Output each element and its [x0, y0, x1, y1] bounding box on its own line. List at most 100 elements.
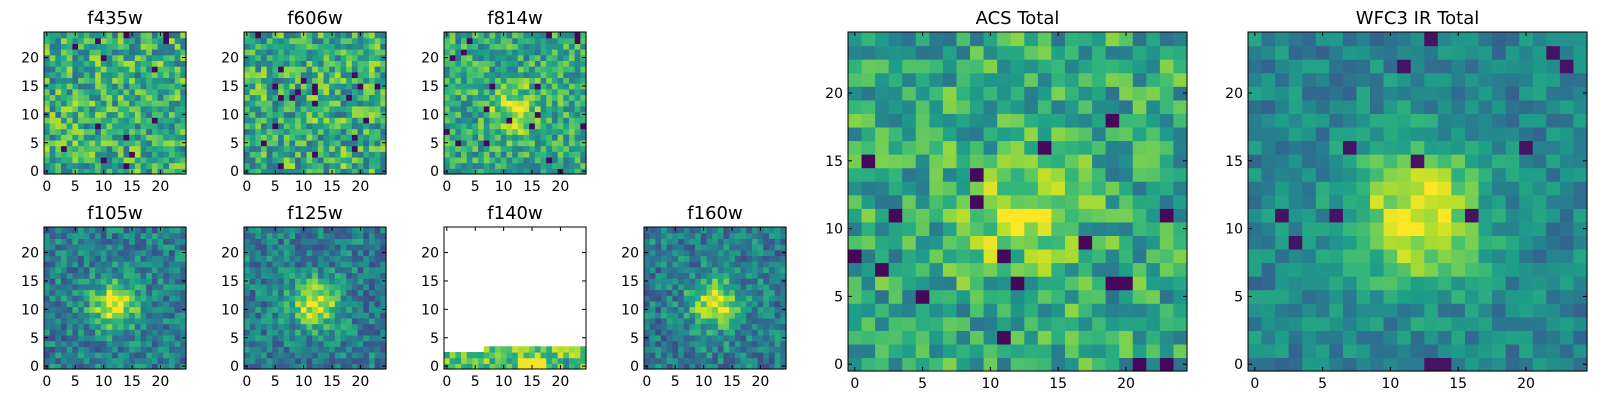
- heatmap-cell: [380, 323, 387, 330]
- heatmap-cell: [746, 323, 753, 330]
- heatmap-cell: [266, 278, 273, 285]
- heatmap-cell: [540, 37, 547, 44]
- heatmap-cell: [472, 351, 479, 359]
- heatmap-cell: [146, 122, 153, 130]
- heatmap-cell: [151, 43, 159, 50]
- heatmap-cell: [740, 249, 747, 256]
- heatmap-cell: [278, 77, 285, 84]
- heatmap-cell: [1037, 99, 1052, 114]
- heatmap-cell: [334, 156, 342, 164]
- heatmap-cell: [140, 244, 147, 251]
- heatmap-cell: [346, 37, 353, 44]
- heatmap-cell: [168, 100, 176, 107]
- heatmap-cell: [551, 71, 559, 79]
- heatmap-cell: [83, 351, 91, 359]
- heatmap-cell: [942, 316, 958, 331]
- heatmap-cell: [283, 346, 291, 353]
- heatmap-cell: [157, 134, 164, 141]
- x-tick-label: 5: [471, 374, 480, 390]
- heatmap-cell: [157, 357, 164, 364]
- heatmap-cell: [329, 266, 336, 274]
- heatmap-cell: [340, 300, 347, 308]
- heatmap-cell: [368, 145, 376, 152]
- heatmap-cell: [168, 60, 176, 67]
- heatmap-cell: [472, 66, 479, 73]
- heatmap-cell: [1010, 262, 1025, 277]
- heatmap-cell: [774, 272, 781, 279]
- heatmap-cell: [512, 105, 519, 113]
- heatmap-cell: [363, 128, 370, 135]
- heatmap-cell: [168, 323, 176, 330]
- heatmap-cell: [1573, 357, 1588, 372]
- heatmap-cell: [55, 351, 62, 359]
- heatmap-cell: [1037, 167, 1052, 182]
- heatmap-cell: [444, 162, 451, 169]
- heatmap-cell: [289, 94, 296, 101]
- heatmap-cell: [55, 244, 62, 251]
- heatmap-cell: [346, 329, 353, 336]
- heatmap-cell: [157, 156, 164, 164]
- heatmap-cell: [44, 60, 51, 67]
- heatmap-cell: [272, 151, 279, 158]
- heatmap-cell: [956, 276, 971, 291]
- heatmap-cell: [551, 151, 559, 158]
- heatmap-cell: [1037, 343, 1052, 359]
- heatmap-cell: [689, 346, 696, 353]
- heatmap-cell: [574, 60, 581, 67]
- heatmap-cell: [368, 32, 376, 39]
- heatmap-cell: [123, 312, 130, 319]
- heatmap-cell: [734, 346, 742, 353]
- heatmap-cell: [72, 37, 79, 44]
- heatmap-cell: [289, 128, 296, 135]
- heatmap-cell: [180, 37, 187, 44]
- heatmap-cell: [666, 244, 673, 251]
- heatmap-cell: [1315, 357, 1330, 372]
- heatmap-cell: [106, 278, 113, 285]
- heatmap-cell: [740, 272, 747, 279]
- heatmap-cell: [151, 249, 159, 256]
- heatmap-cell: [357, 317, 364, 325]
- heatmap-cell: [49, 66, 56, 73]
- x-tick-label: 20: [352, 374, 370, 390]
- heatmap-cell: [83, 346, 91, 353]
- heatmap-cell: [255, 283, 262, 291]
- heatmap-cell: [174, 71, 181, 79]
- heatmap-cell: [768, 363, 776, 370]
- heatmap-cell: [72, 145, 79, 152]
- heatmap-cell: [466, 43, 473, 50]
- heatmap-cell: [661, 306, 668, 313]
- heatmap-cell: [997, 154, 1012, 169]
- heatmap-cell: [323, 128, 330, 135]
- heatmap-cell: [489, 83, 496, 90]
- heatmap-cell: [157, 94, 164, 101]
- heatmap-cell: [363, 351, 370, 359]
- heatmap-cell: [89, 37, 96, 44]
- heatmap-cell: [140, 122, 147, 130]
- heatmap-cell: [444, 88, 451, 96]
- heatmap-cell: [163, 94, 170, 101]
- heatmap-cell: [44, 244, 51, 251]
- heatmap-cell: [489, 117, 496, 124]
- heatmap-cell: [157, 43, 164, 50]
- heatmap-cell: [712, 289, 719, 296]
- heatmap-cell: [180, 323, 187, 330]
- heatmap-cell: [700, 255, 708, 262]
- heatmap-cell: [83, 71, 91, 79]
- heatmap-cell: [875, 154, 890, 169]
- heatmap-cell: [49, 266, 56, 274]
- heatmap-cell: [700, 323, 708, 330]
- heatmap-cell: [472, 105, 479, 113]
- heatmap-cell: [272, 272, 279, 279]
- heatmap-cell: [768, 283, 776, 291]
- heatmap-cell: [655, 317, 662, 325]
- heatmap-cell: [129, 66, 136, 73]
- heatmap-cell: [168, 77, 176, 84]
- heatmap-cell: [168, 162, 176, 169]
- heatmap-cell: [100, 54, 108, 61]
- heatmap-cell: [300, 300, 308, 308]
- heatmap-cell: [689, 289, 696, 296]
- heatmap-cell: [61, 145, 68, 152]
- heatmap-cell: [888, 113, 903, 128]
- heatmap-cell: [134, 117, 142, 124]
- heatmap-cell: [129, 244, 136, 251]
